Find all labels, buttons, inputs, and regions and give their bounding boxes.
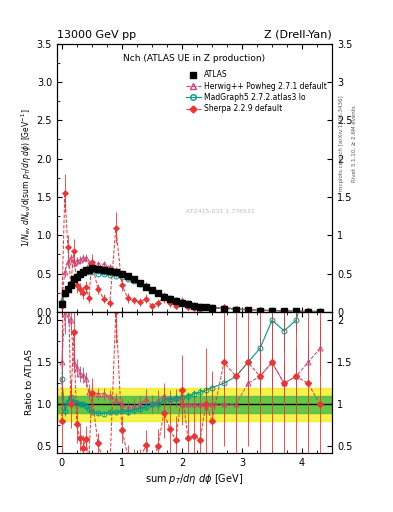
Text: 13000 GeV pp: 13000 GeV pp xyxy=(57,30,136,40)
Text: Z (Drell-Yan): Z (Drell-Yan) xyxy=(264,30,332,40)
Y-axis label: $1/N_\mathrm{ev}\ dN_\mathrm{ev}/\mathrm{d}(\mathrm{sum}\ p_T/d\eta\ d\phi)\ [\m: $1/N_\mathrm{ev}\ dN_\mathrm{ev}/\mathrm… xyxy=(19,109,34,247)
Legend: ATLAS, Herwig++ Powheg 2.7.1 default, MadGraph5 2.7.2.atlas3 lo, Sherpa 2.2.9 de: ATLAS, Herwig++ Powheg 2.7.1 default, Ma… xyxy=(184,69,328,115)
Text: Nch (ATLAS UE in Z production): Nch (ATLAS UE in Z production) xyxy=(123,54,266,63)
Bar xyxy=(57,388,332,421)
Y-axis label: Ratio to ATLAS: Ratio to ATLAS xyxy=(25,350,34,416)
Bar xyxy=(57,396,332,413)
Text: Rivet 3.1.10, ≥ 2.6M events: Rivet 3.1.10, ≥ 2.6M events xyxy=(352,105,357,182)
Text: AT2415-031 1.736531: AT2415-031 1.736531 xyxy=(186,208,255,214)
X-axis label: sum $p_T/d\eta\ d\phi$ [GeV]: sum $p_T/d\eta\ d\phi$ [GeV] xyxy=(145,472,244,486)
Text: mcplots.cern.ch [arXiv:1306.3436]: mcplots.cern.ch [arXiv:1306.3436] xyxy=(339,96,344,191)
